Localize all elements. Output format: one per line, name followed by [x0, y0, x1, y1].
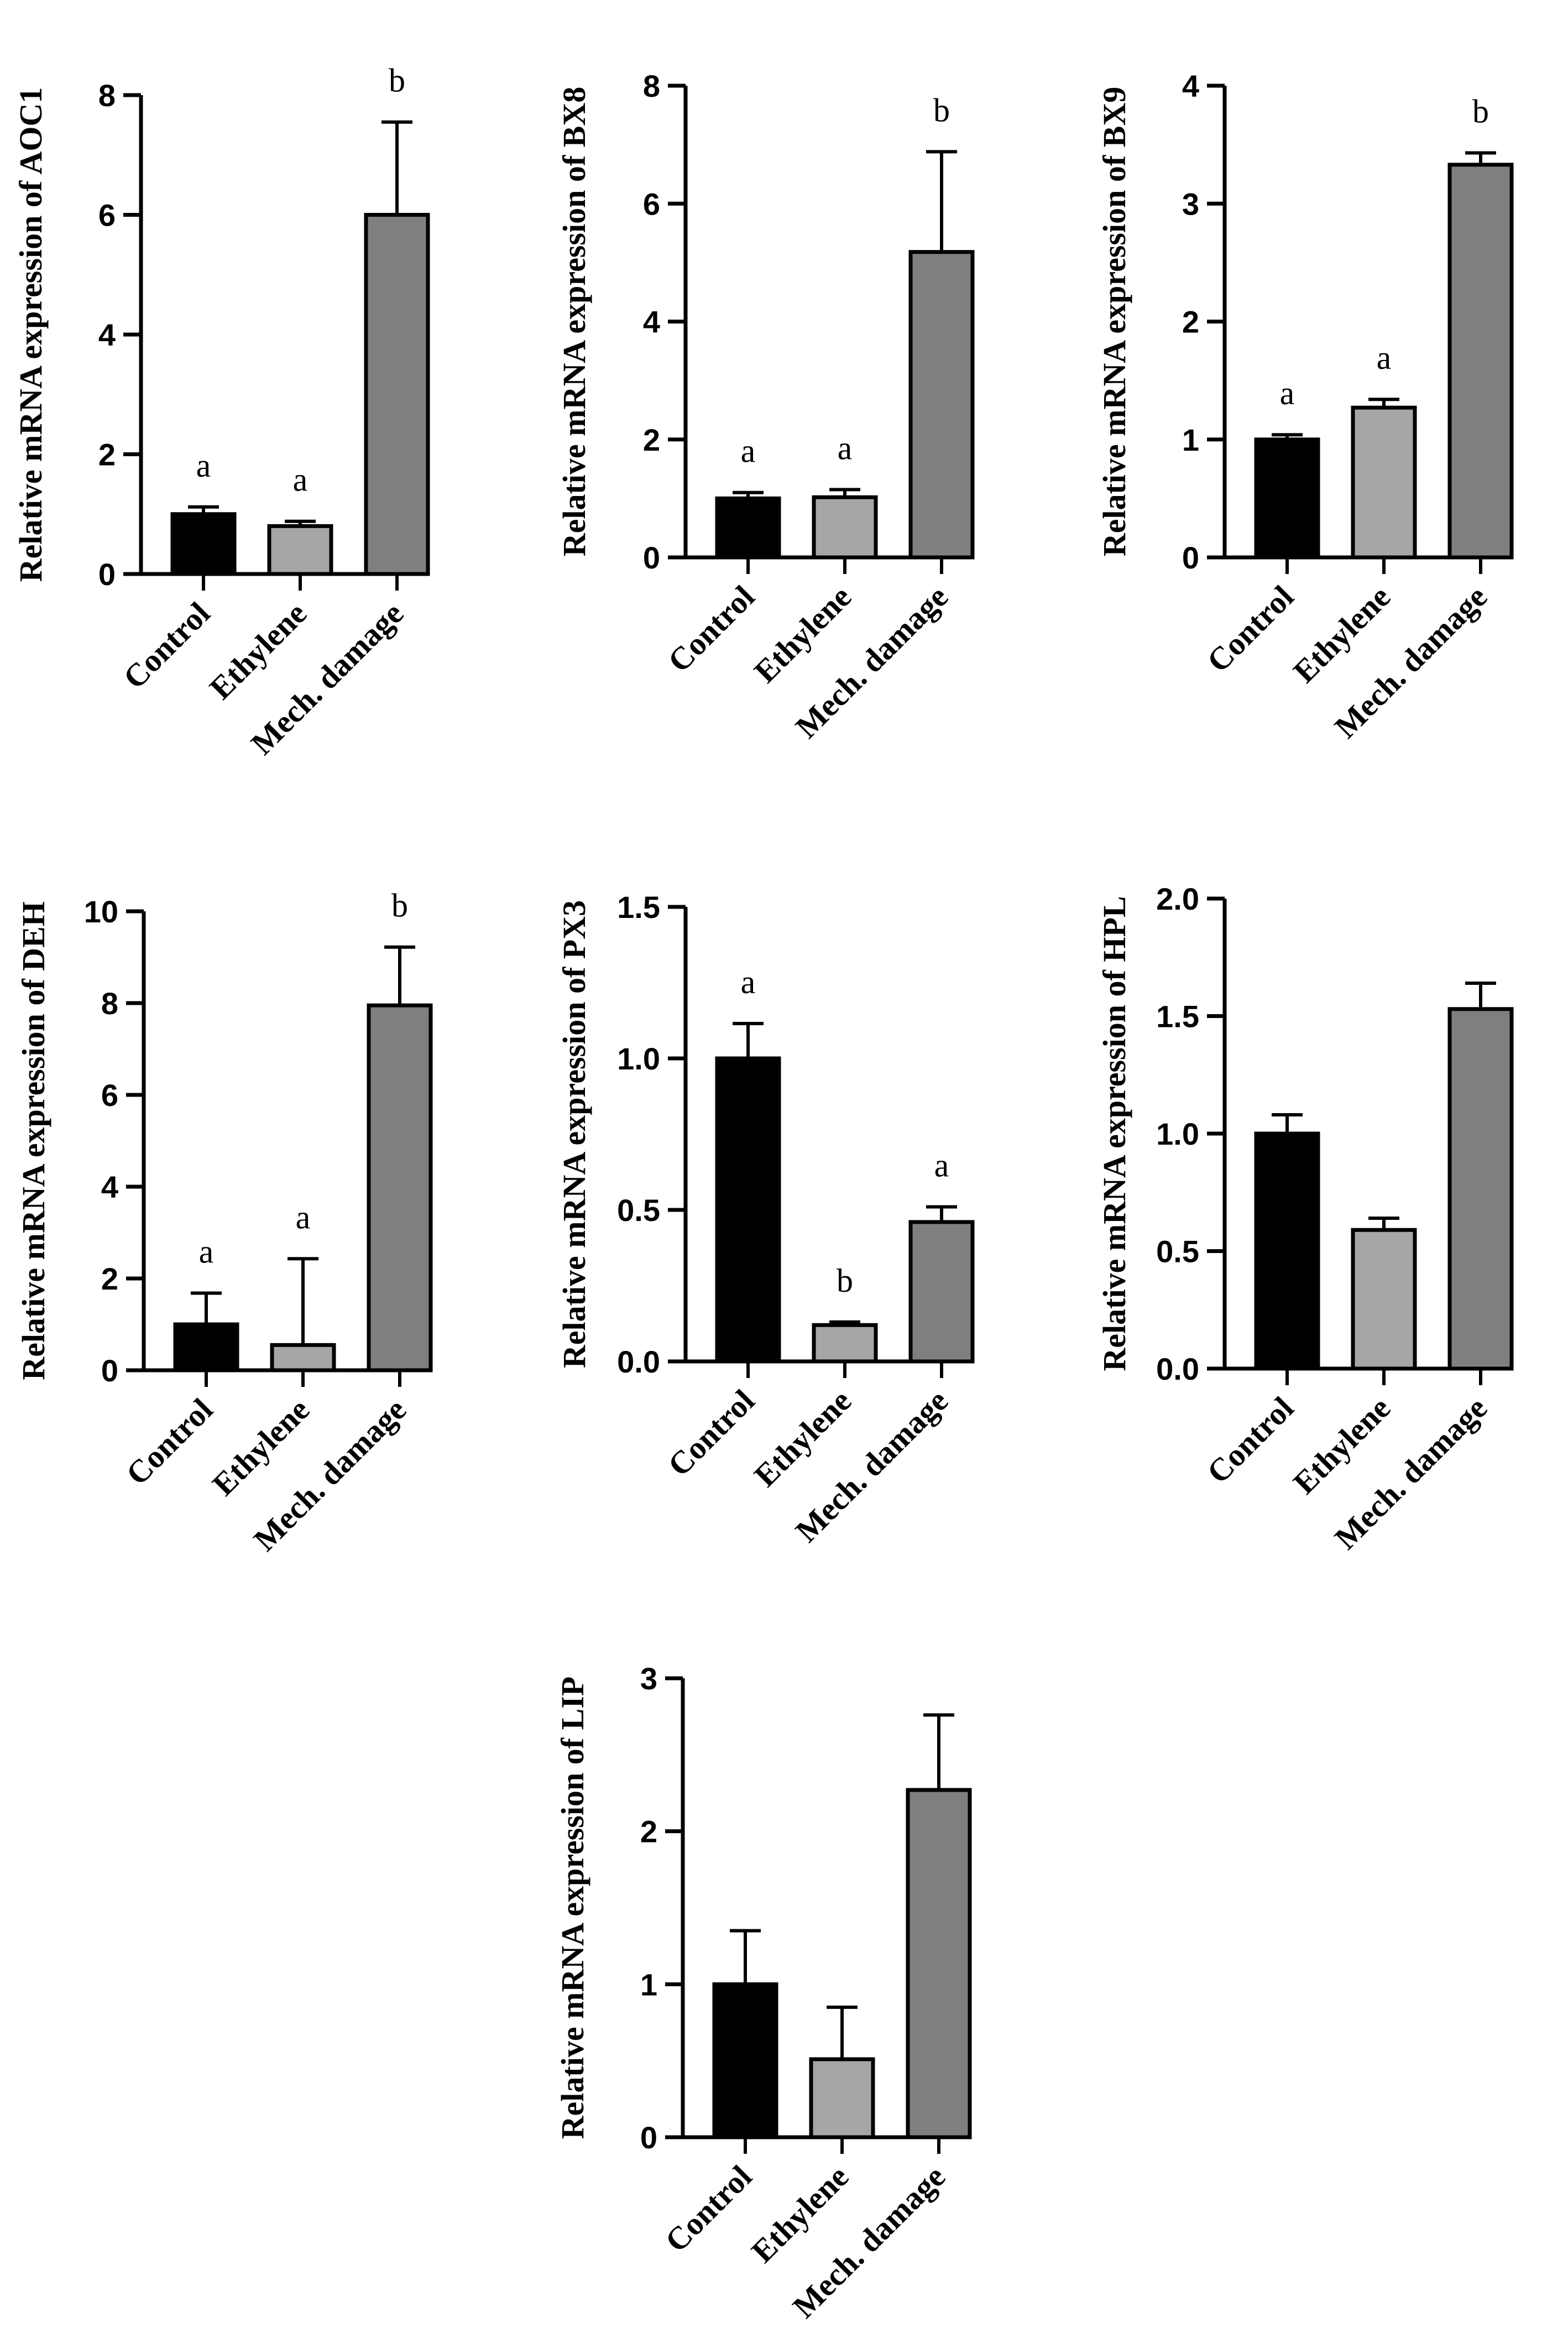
bar-mech-damage — [1447, 163, 1514, 560]
y-tick-label: 2 — [640, 1814, 657, 1849]
y-tick-label: 2 — [101, 1261, 118, 1296]
y-tick-label: 6 — [98, 198, 116, 233]
y-axis-title: Relative mRNA expression of AOC1 — [13, 87, 49, 582]
bar-mech-damage — [367, 1003, 433, 1372]
y-tick-label: 4 — [101, 1170, 118, 1204]
x-tick-label: Control — [116, 595, 217, 696]
bar-mech-damage — [908, 1220, 975, 1364]
y-tick-label: 8 — [101, 986, 118, 1021]
y-tick-label: 2 — [1182, 305, 1199, 340]
y-tick-label: 6 — [101, 1078, 118, 1113]
y-tick-label: 0 — [1182, 540, 1199, 575]
y-tick-label: 1.5 — [617, 890, 660, 925]
chart-panel-lip: 0 1 2 3 Relative mRNA expression of LIP Contr… — [555, 1661, 972, 2325]
y-axis-title: Relative mRNA expression of LIP — [555, 1677, 590, 2139]
y-axis-title: Relative mRNA expression of HPL — [1096, 896, 1132, 1371]
y-tick-label: 1.5 — [1156, 999, 1199, 1034]
bar-ethylene — [270, 1343, 336, 1372]
chart-panel-deh: 0 2 4 6 8 10 Relative mRNA expression of DEH a C… — [15, 888, 433, 1558]
bar-control — [1254, 437, 1320, 560]
y-tick-label: 2.0 — [1156, 881, 1199, 916]
significance-label: a — [296, 1199, 311, 1235]
y-tick-label: 0 — [98, 557, 116, 592]
x-tick-label: Control — [119, 1391, 219, 1492]
significance-label: b — [933, 92, 950, 128]
y-tick-label: 4 — [1182, 69, 1199, 103]
y-tick-label: 2 — [98, 437, 116, 472]
significance-label: a — [934, 1147, 949, 1184]
y-tick-label: 3 — [1182, 186, 1199, 221]
bar-control — [715, 496, 781, 560]
y-tick-label: 3 — [640, 1661, 657, 1696]
bar-ethylene — [1351, 1228, 1417, 1371]
x-tick-label: Control — [1200, 578, 1300, 679]
bar-ethylene — [812, 1323, 878, 1364]
x-tick-label: Control — [661, 578, 761, 679]
chart-panel-aoc1: 0 2 4 6 8 Relative mRNA expression of AOC1 a Co… — [13, 62, 430, 761]
y-tick-label: 0.0 — [1156, 1351, 1199, 1386]
y-tick-label: 8 — [643, 69, 660, 103]
bar-control — [712, 1982, 778, 2139]
chart-panel-bx8: 0 2 4 6 8 Relative mRNA expression of BX8 a Con… — [556, 69, 975, 745]
significance-label: b — [1472, 93, 1489, 130]
chart-panel-bx9: 0 1 2 3 4 Relative mRNA expression of BX9 a Con… — [1096, 69, 1514, 745]
y-axis-title: Relative mRNA expression of PX3 — [556, 900, 592, 1368]
y-axis-title: Relative mRNA expression of DEH — [15, 901, 51, 1380]
bar-control — [170, 512, 237, 576]
bar-control — [715, 1056, 781, 1364]
bar-mech-damage — [906, 1788, 972, 2139]
significance-label: b — [391, 888, 408, 924]
significance-label: a — [838, 430, 853, 466]
significance-label: a — [196, 447, 211, 484]
y-tick-label: 2 — [643, 422, 660, 457]
y-tick-label: 0 — [643, 540, 660, 575]
y-axis-title: Relative mRNA expression of BX9 — [1096, 87, 1132, 557]
chart-panel-hpl: 0.0 0.5 1.0 1.5 2.0 Relative mRNA expression … — [1096, 881, 1514, 1556]
significance-label: a — [1280, 375, 1295, 411]
y-axis-title: Relative mRNA expression of BX8 — [556, 87, 592, 557]
x-tick-label: Control — [661, 1382, 761, 1483]
y-tick-label: 8 — [98, 78, 116, 113]
y-tick-label: 4 — [98, 317, 116, 352]
significance-label: a — [741, 433, 756, 469]
significance-label: b — [389, 62, 405, 99]
y-tick-label: 0 — [640, 2120, 657, 2155]
x-tick-label: Control — [1200, 1390, 1300, 1490]
y-tick-label: 6 — [643, 186, 660, 221]
y-tick-label: 4 — [643, 305, 660, 340]
y-tick-label: 1 — [1182, 422, 1199, 457]
y-tick-label: 1 — [640, 1967, 657, 2002]
bar-mech-damage — [364, 213, 430, 576]
significance-label: b — [837, 1262, 853, 1299]
bar-ethylene — [809, 2057, 875, 2139]
significance-label: a — [741, 964, 756, 1000]
bar-ethylene — [267, 524, 333, 576]
bar-ethylene — [812, 495, 878, 560]
bar-mech-damage — [908, 250, 975, 560]
y-tick-label: 0.5 — [1156, 1234, 1199, 1269]
bar-mech-damage — [1447, 1007, 1514, 1371]
y-tick-label: 0 — [101, 1353, 118, 1388]
significance-label: a — [199, 1234, 214, 1270]
y-tick-label: 0.0 — [617, 1344, 660, 1379]
y-tick-label: 1.0 — [1156, 1116, 1199, 1151]
significance-label: a — [1377, 340, 1392, 376]
bar-control — [1254, 1131, 1320, 1371]
chart-panel-px3: 0.0 0.5 1.0 1.5 Relative mRNA expression of … — [556, 890, 975, 1549]
y-tick-label: 1.0 — [617, 1041, 660, 1076]
y-tick-label: 10 — [84, 894, 118, 929]
bar-ethylene — [1351, 405, 1417, 560]
significance-label: a — [293, 462, 308, 498]
y-tick-label: 0.5 — [617, 1193, 660, 1228]
bar-control — [173, 1322, 239, 1372]
x-tick-label: Control — [658, 2158, 759, 2259]
